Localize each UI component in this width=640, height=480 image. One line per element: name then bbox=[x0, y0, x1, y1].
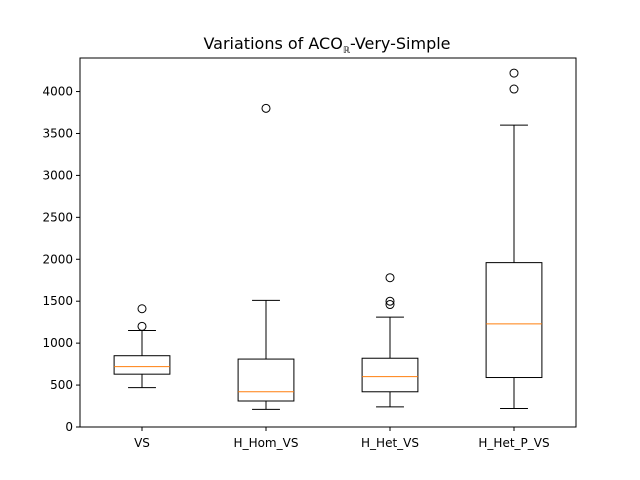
axes-frame bbox=[79, 57, 577, 428]
box-iqr bbox=[361, 357, 419, 393]
chart-title: Variations of ACOℝ-Very-Simple bbox=[203, 34, 450, 56]
box-iqr bbox=[237, 358, 295, 402]
y-tick-label: 3500 bbox=[42, 126, 73, 140]
plot-area: 0 500 1000 1500 2000 2500 3000 3500 4000 VS H_Hom_… bbox=[42, 68, 550, 450]
outlier-point bbox=[137, 304, 147, 314]
chart-title-subscript: ℝ bbox=[343, 46, 351, 56]
outlier-point bbox=[385, 300, 395, 310]
outlier-point bbox=[509, 84, 519, 94]
outlier-point bbox=[137, 321, 147, 331]
y-tick-label: 1000 bbox=[42, 336, 73, 350]
chart-title-rest: -Very-Simple bbox=[350, 34, 451, 53]
outlier-point bbox=[385, 273, 395, 283]
y-tick-label: 1500 bbox=[42, 294, 73, 308]
outlier-point bbox=[261, 103, 271, 113]
y-tick-label: 3000 bbox=[42, 168, 73, 182]
y-tick-label: 2500 bbox=[42, 210, 73, 224]
box-iqr bbox=[485, 262, 543, 379]
y-tick-label: 0 bbox=[65, 420, 73, 434]
chart-title-main: Variations of ACO bbox=[203, 34, 342, 53]
x-tick-label: H_Het_VS bbox=[361, 436, 419, 450]
y-tick-label: 2000 bbox=[42, 252, 73, 266]
outlier-point bbox=[509, 68, 519, 78]
outlier-point bbox=[385, 296, 395, 306]
x-tick-label: H_Hom_VS bbox=[234, 436, 299, 450]
x-tick-label: H_Het_P_VS bbox=[478, 436, 549, 450]
x-tick-label: VS bbox=[134, 436, 150, 450]
y-tick-label: 4000 bbox=[42, 85, 73, 99]
y-tick-label: 500 bbox=[50, 378, 73, 392]
box-iqr bbox=[113, 355, 171, 375]
